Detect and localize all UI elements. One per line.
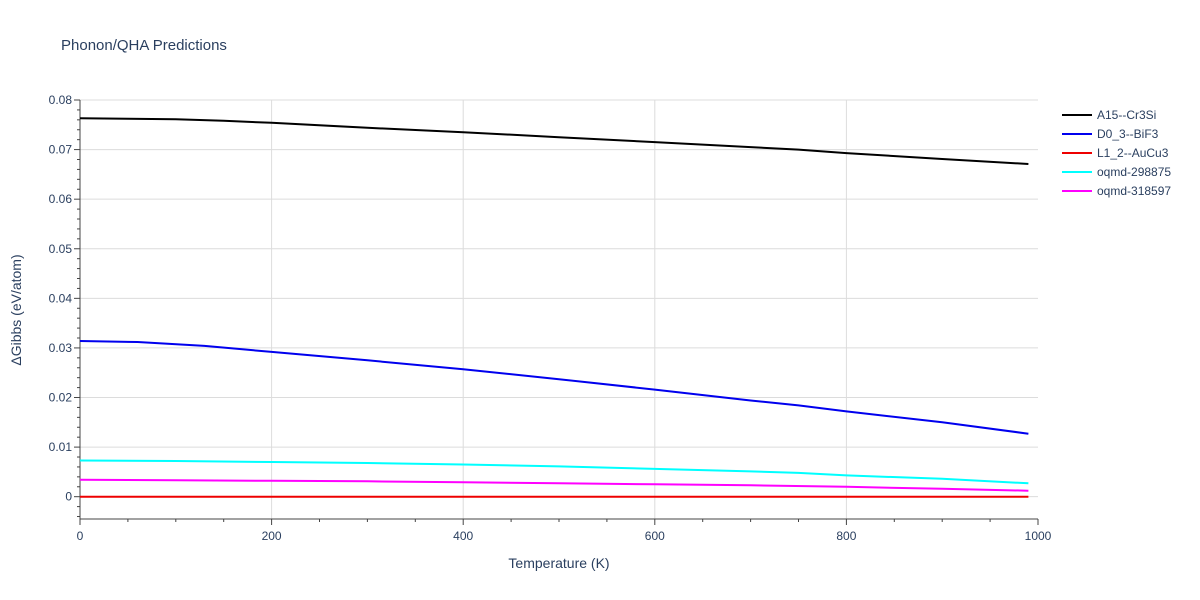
legend-item[interactable]: D0_3--BiF3 [1062,127,1159,141]
chart-title: Phonon/QHA Predictions [61,37,227,54]
x-tick-label: 1000 [1025,529,1052,543]
legend-label: A15--Cr3Si [1097,108,1156,122]
y-tick-label: 0.07 [49,143,73,157]
x-axis-title: Temperature (K) [508,555,609,571]
legend-label: oqmd-298875 [1097,165,1171,179]
legend-label: L1_2--AuCu3 [1097,146,1169,160]
legend-item[interactable]: oqmd-298875 [1062,165,1171,179]
y-tick-label: 0.06 [49,192,73,206]
legend-label: D0_3--BiF3 [1097,127,1159,141]
legend-label: oqmd-318597 [1097,184,1171,198]
series-line-oqmd-298875 [79,459,1029,485]
x-tick-label: 200 [262,529,282,543]
legend-item[interactable]: L1_2--AuCu3 [1062,146,1169,160]
legend-item[interactable]: A15--Cr3Si [1062,108,1156,122]
x-tick-label: 600 [645,529,665,543]
y-tick-label: 0.03 [49,341,73,355]
legend-item[interactable]: oqmd-318597 [1062,184,1171,198]
axes: 0 200 400 600 800 1000 0 0.01 0.02 0.03 0.04 0.05 0.… [49,93,1052,543]
legend[interactable]: A15--Cr3Si D0_3--BiF3 L1_2--AuCu3 oqmd-2988… [1062,108,1171,198]
x-tick-label: 800 [836,529,856,543]
series-line-a15-cr3si [79,117,1029,165]
grid [80,99,1038,519]
y-tick-label: 0.02 [49,391,73,405]
y-tick-label: 0.04 [49,291,73,305]
series-line-oqmd-318597 [79,478,1029,492]
plot-area [79,117,1029,498]
y-tick-label: 0 [65,490,72,504]
y-tick-label: 0.08 [49,93,73,107]
y-axis-title: ΔGibbs (eV/atom) [8,254,24,365]
y-tick-label: 0.01 [49,440,73,454]
x-tick-label: 400 [453,529,473,543]
y-tick-label: 0.05 [49,242,73,256]
x-tick-label: 0 [77,529,84,543]
series-line-d0-3-bif3 [79,340,1029,435]
